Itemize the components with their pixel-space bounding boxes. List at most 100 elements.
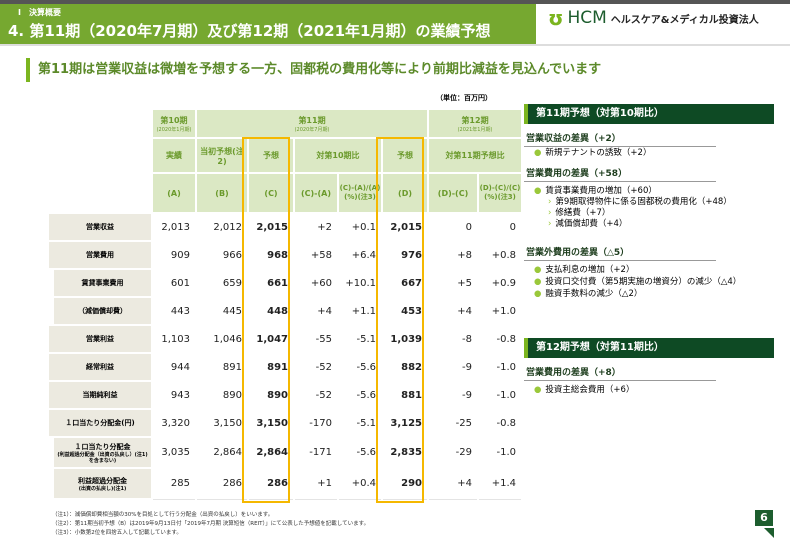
value-cell: 890 [195, 380, 249, 410]
page-title: 4. 第11期（2020年7月期）及び第12期（2021年1月期）の業績予想 [8, 22, 491, 40]
value-cell: 285 [151, 467, 197, 500]
list-item: ● 投資主総会費用（+6） [534, 385, 635, 395]
value-cell: +58 [293, 240, 339, 270]
value-cell: +4 [293, 296, 339, 326]
value-cell: +5 [427, 268, 480, 298]
value-cell: 448 [247, 296, 295, 326]
value-cell: -5.6 [337, 436, 383, 469]
col-initial-forecast: 当初予想(注2) [195, 137, 249, 174]
value-cell: 286 [247, 467, 295, 500]
top-bar [0, 0, 790, 4]
col-code: (B) [195, 172, 249, 214]
value-cell: -0.8 [477, 408, 524, 438]
value-cell: -55 [293, 324, 339, 354]
value-cell: +0.8 [477, 240, 524, 270]
value-cell: +8 [427, 240, 480, 270]
row-label: 当期純利益 [47, 380, 153, 410]
value-cell: -9 [427, 380, 480, 410]
value-cell: 0 [427, 212, 480, 242]
value-cell: 443 [151, 296, 197, 326]
list-item: ● 支払利息の増加（+2） [534, 265, 635, 275]
divider [0, 44, 790, 46]
value-cell: 667 [380, 268, 430, 298]
blank-cell [47, 137, 153, 174]
blank-cell [47, 172, 153, 214]
logo-mark-icon: ʊ [548, 6, 564, 30]
value-cell: 2,013 [151, 212, 197, 242]
value-cell: -52 [293, 352, 339, 382]
col-code: (D) [380, 172, 430, 214]
row-label: （減価償却費） [42, 296, 153, 326]
value-cell: -52 [293, 380, 339, 410]
value-cell: 881 [380, 380, 430, 410]
col-actual: 実績 [151, 137, 197, 174]
col-code: (D)-(C)/(C)(%)(注3) [477, 172, 524, 214]
commentary-panel: 第11期予想（対第10期比） 営業収益の差異（+2） ● 新規テナントの誘致（+2… [524, 104, 774, 300]
table-row: 利益超過分配金 (出資の払戻し)(注1) 285 286 286 +1 +0.4 290 +4 +… [42, 467, 524, 500]
footnote: （注3）：小数第2位を四捨五入して記載しています。 [52, 530, 182, 536]
page-number: 6 [755, 510, 773, 526]
logo-text: HCM [567, 8, 607, 28]
value-cell: -5.1 [337, 324, 383, 354]
row-label: １口当たり分配金(円) [47, 408, 153, 438]
value-cell: 2,015 [247, 212, 295, 242]
value-cell: 891 [195, 352, 249, 382]
value-cell: +1.4 [477, 467, 524, 500]
value-cell: -5.6 [337, 380, 383, 410]
col-forecast-12: 予想 [380, 137, 430, 174]
value-cell: 3,035 [151, 436, 197, 469]
value-cell: 1,046 [195, 324, 249, 354]
forecast-table: 第10期 (2020年1月期) 第11期 (2020年7月期) 第12期 (2021年… [42, 108, 524, 500]
table-row: １口当たり分配金 (利益超過分配金（出資の払戻し）(注1) を含まない) 3,035… [42, 436, 524, 469]
value-cell: 968 [247, 240, 295, 270]
value-cell: 3,125 [380, 408, 430, 438]
value-cell: 3,150 [195, 408, 249, 438]
period-11-header: 第11期 (2020年7月期) [194, 108, 430, 139]
list-item: ● 融資手数料の減少（△2） [534, 289, 643, 299]
value-cell: -1.0 [477, 436, 524, 469]
value-cell: 2,835 [380, 436, 430, 469]
logo: ʊ HCM ヘルスケア&メディカル投資法人 [548, 6, 759, 30]
value-cell: +1 [293, 467, 339, 500]
value-cell: -9 [427, 352, 480, 382]
p12-title: 第12期予想（対第11期比） [524, 338, 774, 358]
table-row: 経常利益 944 891 891 -52 -5.6 882 -9 -1.0 [47, 352, 524, 382]
value-cell: +0.1 [337, 212, 383, 242]
row-label: １口当たり分配金 (利益超過分配金（出資の払戻し）(注1) を含まない) [42, 436, 153, 469]
value-cell: +6.4 [337, 240, 383, 270]
col-vs-10: 対第10期比 [293, 137, 383, 174]
table-row: 賃貸事業費用 601 659 661 +60 +10.1 667 +5 +0.9 [42, 268, 524, 298]
list-item: ● 新規テナントの誘致（+2） [534, 148, 652, 158]
value-cell: +10.1 [337, 268, 383, 298]
value-cell: -1.0 [477, 352, 524, 382]
revenue-diff-heading: 営業収益の差異（+2） [524, 130, 716, 147]
corner-cell [47, 108, 153, 139]
value-cell: 3,150 [247, 408, 295, 438]
header-banner: Ⅰ 決算概要 4. 第11期（2020年7月期）及び第12期（2021年1月期）… [0, 4, 536, 44]
row-label: 経常利益 [47, 352, 153, 382]
row-label: 営業費用 [47, 240, 153, 270]
nonop-diff-heading: 営業外費用の差異（△5） [524, 244, 716, 261]
highlight-box-11 [242, 137, 290, 503]
value-cell: +0.4 [337, 467, 383, 500]
value-cell: 944 [151, 352, 197, 382]
footnote: （注2）：第11期当初予想（B）は2019年9月13日付「2019年7月期 決算… [52, 521, 370, 527]
row-label: 営業利益 [47, 324, 153, 354]
row-label: 利益超過分配金 (出資の払戻し)(注1) [42, 467, 153, 500]
col-code: (A) [151, 172, 197, 214]
highlight-box-12 [376, 137, 424, 503]
footnotes: （注1）：減価償却費相当額の30%を目処として行う分配金（出資の払戻し）をいいま… [52, 511, 369, 538]
value-cell: -5.6 [337, 352, 383, 382]
expense-diff-heading-12: 営業費用の差異（+8） [524, 364, 716, 381]
value-cell: -171 [293, 436, 339, 469]
corner-decoration [764, 528, 774, 538]
unit-label: （単位：百万円） [436, 94, 492, 102]
company-name: ヘルスケア&メディカル投資法人 [610, 14, 759, 26]
commentary-panel-12: 第12期予想（対第11期比） 営業費用の差異（+8） ● 投資主総会費用（+6） [524, 338, 774, 396]
value-cell: 2,864 [195, 436, 249, 469]
value-cell: -0.8 [477, 324, 524, 354]
table-row: 営業利益 1,103 1,046 1,047 -55 -5.1 1,039 -8 -0.8 [47, 324, 524, 354]
value-cell: -1.0 [477, 380, 524, 410]
value-cell: +2 [293, 212, 339, 242]
value-cell: -8 [427, 324, 480, 354]
